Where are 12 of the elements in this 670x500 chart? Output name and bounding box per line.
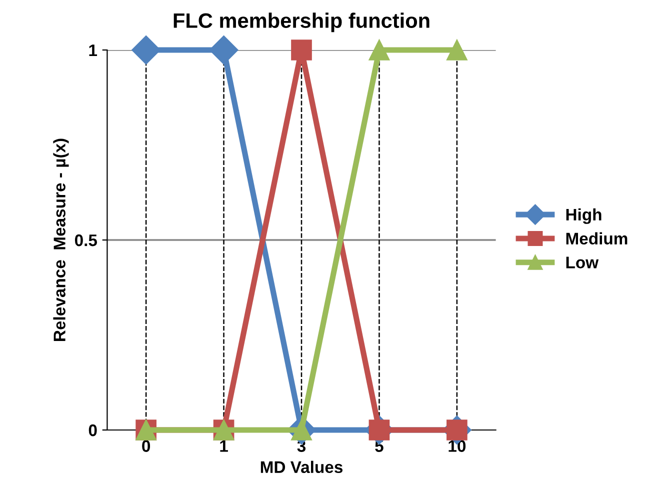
legend-label: Medium <box>566 232 628 245</box>
x-tick-label: 10 <box>448 440 466 452</box>
y-tick-label: 0 <box>88 424 97 436</box>
x-axis-title: MD Values <box>260 460 343 474</box>
legend-label: High <box>566 208 602 224</box>
y-tick-label: 1 <box>89 44 98 56</box>
y-axis-title: Relevance Measure - µ(x) <box>53 138 69 341</box>
legend-label: Low <box>566 256 599 268</box>
chart-title: FLC membership function <box>174 12 430 32</box>
x-tick-label: 1 <box>220 440 228 452</box>
x-tick-label: 0 <box>142 440 150 452</box>
y-tick-label: 0.5 <box>74 234 98 246</box>
